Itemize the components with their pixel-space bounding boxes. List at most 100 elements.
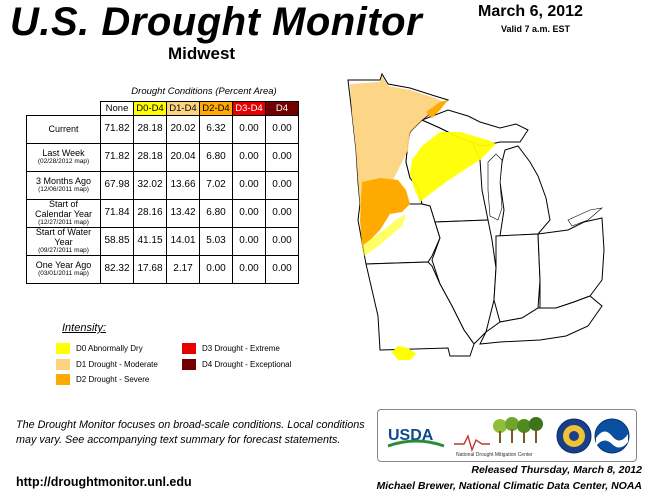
table-cell: 14.01 <box>166 227 200 256</box>
drought-areas <box>350 76 496 360</box>
table-row: One Year Ago (03/01/2011 map) 82.32 17.68 2.… <box>26 255 299 284</box>
page-title: U.S. Drought Monitor <box>10 0 423 44</box>
commerce-seal <box>556 418 592 454</box>
legend-item-d0: D0 Abnormally Dry <box>56 343 143 354</box>
lake-erie <box>567 207 604 227</box>
table-cell: 41.15 <box>133 227 167 256</box>
row-label-date: (03/01/2011 map) <box>38 270 89 278</box>
legend-title: Intensity: <box>62 322 107 334</box>
row-label: 3 Months Ago (12/06/2011 map) <box>26 171 101 200</box>
state-missouri <box>365 261 475 357</box>
legend-label: D1 Drought - Moderate <box>76 360 158 369</box>
legend-item-d1: D1 Drought - Moderate <box>56 359 158 370</box>
state-indiana <box>493 233 541 323</box>
table-cell: 2.17 <box>166 255 200 284</box>
table-cell: 58.85 <box>100 227 134 256</box>
table-cell: 6.32 <box>199 115 233 144</box>
row-label: Start of Water Year (09/27/2011 map) <box>26 227 101 256</box>
table-cell: 7.02 <box>199 171 233 200</box>
d0-area-wisconsin <box>410 132 496 202</box>
state-michigan-lp <box>499 145 551 237</box>
map-date: March 6, 2012 <box>478 3 583 20</box>
state-kentucky <box>479 295 603 345</box>
column-header: D4 <box>265 101 299 116</box>
column-header: None <box>100 101 134 116</box>
legend-swatch <box>182 359 196 370</box>
table-cell: 13.42 <box>166 199 200 228</box>
table-row: Start of Calendar Year (12/27/2011 map) 71… <box>26 199 299 228</box>
table-cell: 20.04 <box>166 143 200 172</box>
row-label: Last Week (02/28/2012 map) <box>26 143 101 172</box>
usda-logo: USDA <box>386 416 446 450</box>
table-cell: 71.84 <box>100 199 134 228</box>
row-label-text: 3 Months Ago <box>35 175 92 186</box>
table-cell: 13.66 <box>166 171 200 200</box>
legend-swatch <box>182 343 196 354</box>
table-cell: 6.80 <box>199 199 233 228</box>
row-label: Current <box>26 115 101 144</box>
table-caption: Drought Conditions (Percent Area) <box>131 86 277 97</box>
table-row: 3 Months Ago (12/06/2011 map) 67.98 32.02 13… <box>26 171 299 200</box>
table-cell: 5.03 <box>199 227 233 256</box>
footer-note: The Drought Monitor focuses on broad-sca… <box>16 419 365 446</box>
table-cell: 0.00 <box>265 255 299 284</box>
legend-label: D0 Abnormally Dry <box>76 344 143 353</box>
table-cell: 28.18 <box>133 115 167 144</box>
table-cell: 0.00 <box>232 171 266 200</box>
d2-area-north-shore <box>426 100 448 118</box>
row-label-text: Current <box>48 123 79 134</box>
legend-item-d2: D2 Drought - Severe <box>56 374 149 385</box>
table-cell: 0.00 <box>265 227 299 256</box>
legend-swatch <box>56 343 70 354</box>
partner-logos: USDA National Drought Mitigation Center <box>377 409 637 462</box>
legend-item-d4: D4 Drought - Exceptional <box>182 359 291 370</box>
great-lakes <box>487 153 604 227</box>
ndmc-logo-text: National Drought Mitigation Center <box>456 452 533 458</box>
table-cell: 0.00 <box>265 199 299 228</box>
column-header: D1-D4 <box>166 101 200 116</box>
legend-label: D3 Drought - Extreme <box>202 344 280 353</box>
table-cell: 6.80 <box>199 143 233 172</box>
table-cell: 0.00 <box>265 171 299 200</box>
table-cell: 71.82 <box>100 115 134 144</box>
row-label: Start of Calendar Year (12/27/2011 map) <box>26 199 101 228</box>
table-cell: 20.02 <box>166 115 200 144</box>
row-label-date: (12/27/2011 map) <box>38 219 89 227</box>
row-label-date: (12/06/2011 map) <box>38 186 89 194</box>
footer-url[interactable]: http://droughtmonitor.unl.edu <box>16 475 192 489</box>
table-row: Current 71.82 28.18 20.02 6.32 0.00 0.00 <box>26 115 299 144</box>
table-cell: 82.32 <box>100 255 134 284</box>
region-label: Midwest <box>168 44 236 63</box>
column-header: D2-D4 <box>199 101 233 116</box>
logo-strip: USDA National Drought Mitigation Center <box>386 416 630 458</box>
row-label-date: (02/28/2012 map) <box>37 158 90 166</box>
table-cell: 28.18 <box>133 143 167 172</box>
row-label-text: One Year Ago <box>35 259 92 270</box>
table-cell: 0.00 <box>232 255 266 284</box>
table-cell: 32.02 <box>133 171 167 200</box>
table-cell: 0.00 <box>232 115 266 144</box>
legend-label: D2 Drought - Severe <box>76 375 150 384</box>
table-cell: 0.00 <box>199 255 233 284</box>
row-label: One Year Ago (03/01/2011 map) <box>26 255 101 284</box>
table-cell: 17.68 <box>133 255 167 284</box>
row-label-text: Start of Calendar Year <box>34 199 93 219</box>
author-credit: Michael Brewer, National Climatic Data C… <box>376 480 643 492</box>
table-cell: 0.00 <box>265 115 299 144</box>
table-cell: 0.00 <box>232 199 266 228</box>
table-cell: 67.98 <box>100 171 134 200</box>
ndmc-logo: National Drought Mitigation Center <box>454 417 543 458</box>
table-header-row: None D0-D4 D1-D4 D2-D4 D3-D4 D4 <box>26 101 299 116</box>
column-header: D0-D4 <box>133 101 167 116</box>
row-label-text: Start of Water Year <box>35 227 92 247</box>
legend-item-d3: D3 Drought - Extreme <box>182 343 280 354</box>
noaa-logo <box>594 418 630 454</box>
legend-swatch <box>56 359 70 370</box>
table-cell: 0.00 <box>232 227 266 256</box>
legend-swatch <box>56 374 70 385</box>
table-corner <box>26 101 101 116</box>
column-header: D3-D4 <box>232 101 266 116</box>
drought-conditions-table: None D0-D4 D1-D4 D2-D4 D3-D4 D4 Current 7… <box>26 101 299 284</box>
released-date: Released Thursday, March 8, 2012 <box>471 464 642 476</box>
